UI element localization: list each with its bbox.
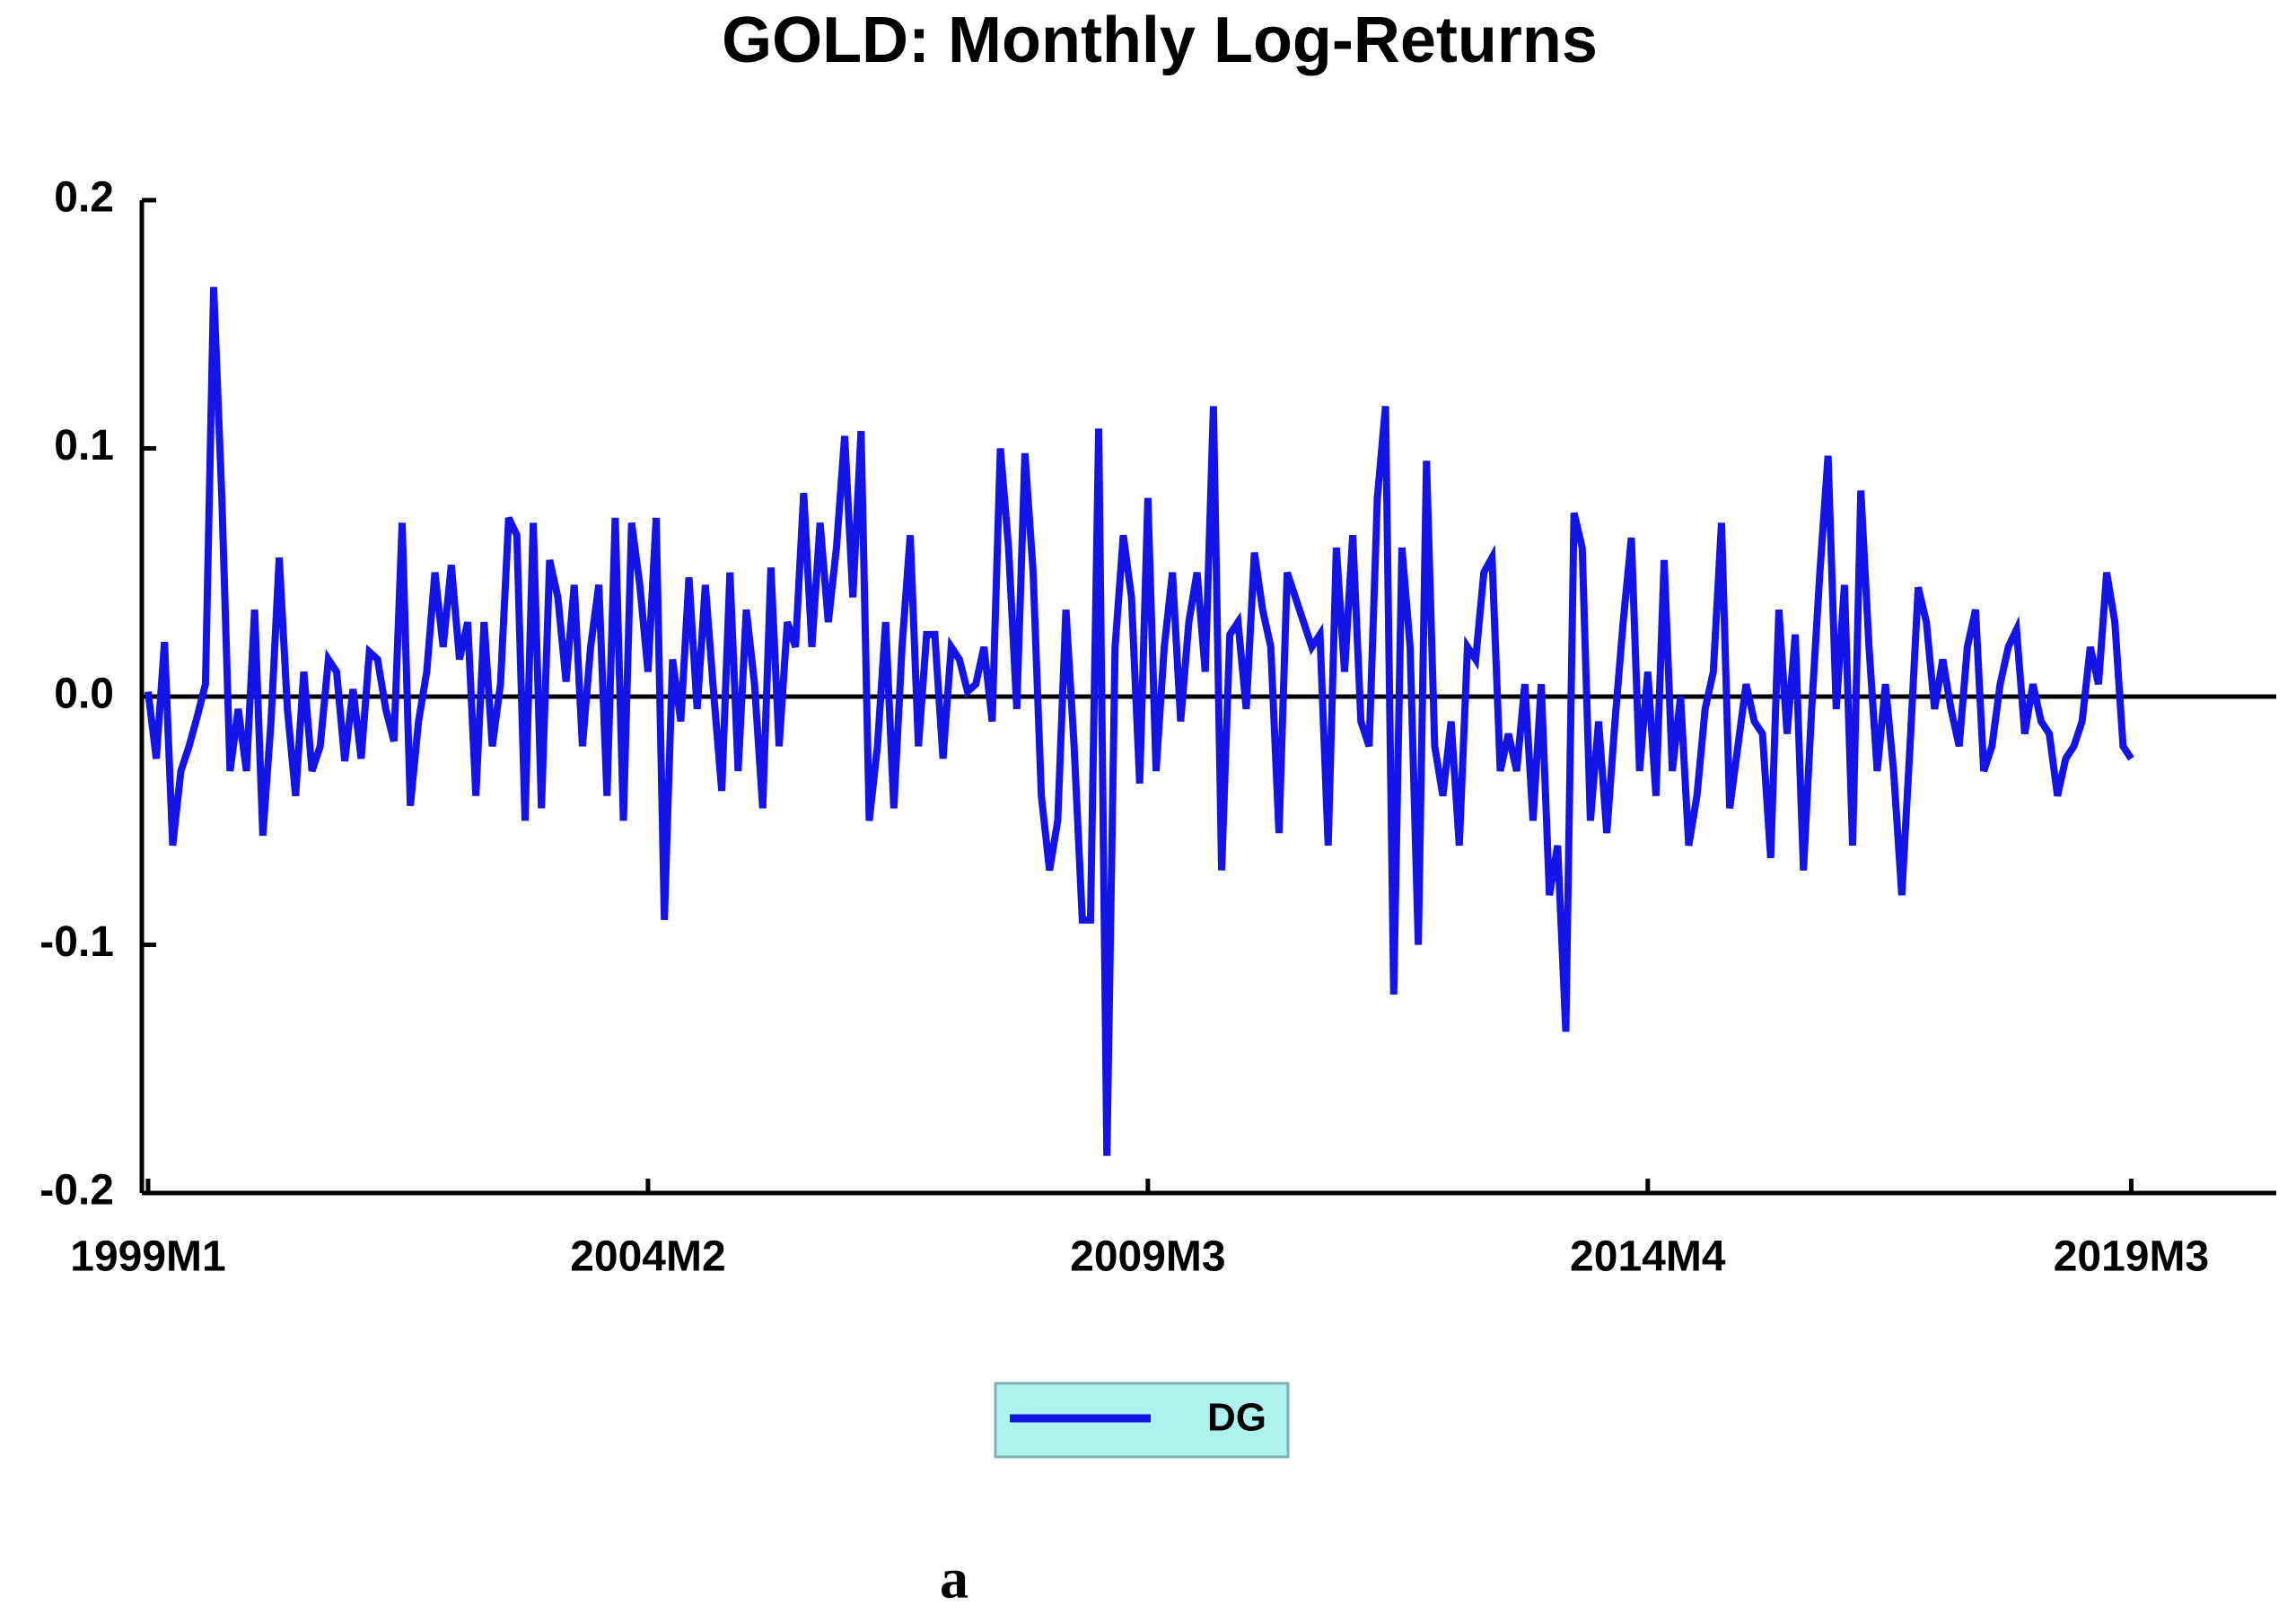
y-tick-label: -0.2 bbox=[39, 1167, 114, 1215]
y-tick-label: -0.1 bbox=[39, 918, 114, 966]
x-tick-label: 2014M4 bbox=[1570, 1233, 1726, 1281]
y-tick-label: 0.0 bbox=[54, 671, 114, 718]
legend-label: DG bbox=[1207, 1396, 1266, 1440]
y-tick-label: 0.1 bbox=[54, 422, 114, 469]
x-tick-label: 2019M3 bbox=[2054, 1233, 2209, 1281]
y-tick-label: 0.2 bbox=[54, 174, 114, 222]
data-line bbox=[145, 286, 2134, 1156]
x-tick-label: 2004M2 bbox=[570, 1233, 725, 1281]
chart-title: GOLD: Monthly Log-Returns bbox=[722, 4, 1598, 76]
x-tick-label: 1999M1 bbox=[70, 1233, 225, 1281]
caption: a bbox=[940, 1547, 968, 1610]
x-tick-label: 2009M3 bbox=[1070, 1233, 1225, 1281]
